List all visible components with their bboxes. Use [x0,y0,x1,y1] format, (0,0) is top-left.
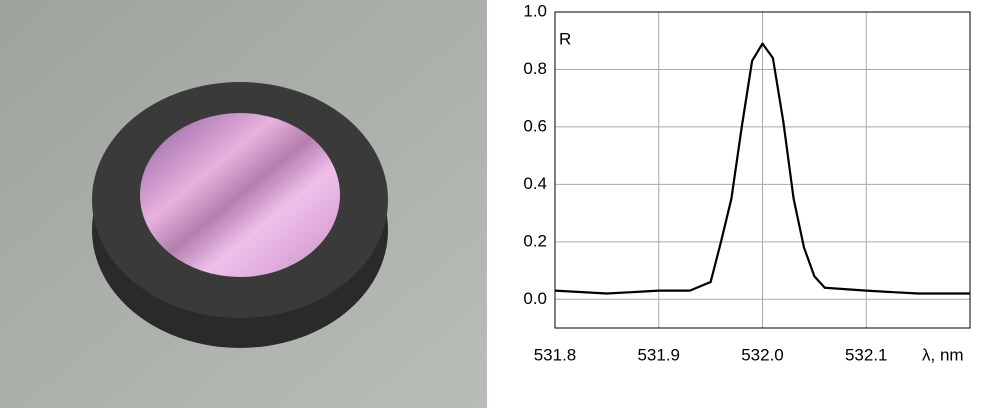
chart: R λ, nm 0.0 0.2 0.4 0.6 0.8 1.0 531.8 531.9 532.… [523,1,971,364]
x-axis-label: λ, nm [922,345,964,364]
plot-frame [554,11,971,329]
y-tick-label: 0.8 [523,59,547,78]
y-axis-label: R [559,29,571,48]
y-tick-label: 0.2 [523,231,547,250]
filter-photo [0,0,487,408]
y-tick-label: 0.0 [523,289,547,308]
data-line [554,42,970,295]
y-tick-label: 0.6 [523,116,547,135]
x-tick-label: 532.1 [845,345,888,364]
y-tick-label: 0.4 [523,174,547,193]
y-tick-label: 1.0 [523,1,547,20]
x-tick-label: 531.9 [637,345,680,364]
x-tick-label: 531.8 [534,345,577,364]
filter-glass [140,113,340,277]
x-tick-label: 532.0 [741,345,784,364]
